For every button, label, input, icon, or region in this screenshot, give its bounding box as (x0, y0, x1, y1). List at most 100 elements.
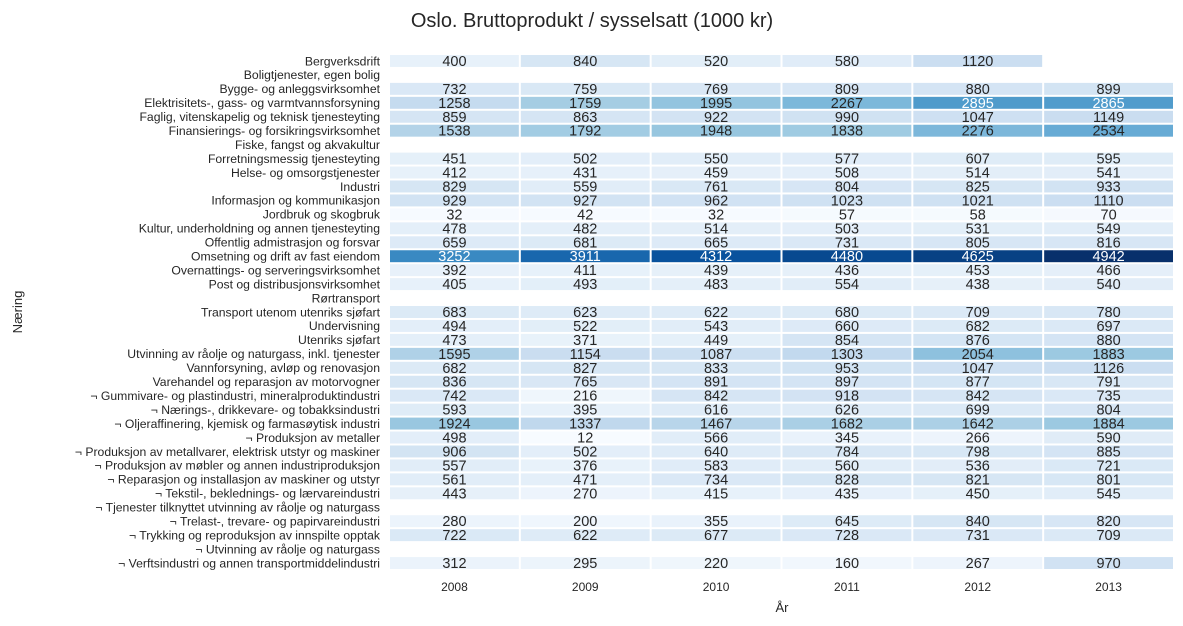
row-label: Overnattings- og serveringsvirksomhet (171, 263, 380, 277)
heatmap-cell (520, 487, 650, 500)
heatmap-cell (782, 180, 912, 193)
heatmap-cell (913, 82, 1043, 95)
cell-value-label: 560 (835, 458, 859, 474)
cell-value-label: 821 (966, 472, 990, 488)
heatmap-cell (913, 222, 1043, 235)
heatmap-cell (390, 431, 519, 444)
heatmap-cell (913, 194, 1043, 207)
heatmap-cell (520, 445, 650, 458)
heatmap-cell (390, 166, 519, 179)
cell-value-label: 1087 (700, 347, 732, 363)
heatmap-cell (1044, 306, 1173, 318)
cell-value-label: 801 (1096, 472, 1120, 488)
cell-value-label: 721 (1096, 458, 1120, 474)
cell-value-label: 842 (966, 389, 990, 405)
heatmap-cell (390, 529, 519, 542)
heatmap-cell (1044, 194, 1173, 207)
heatmap-cell (520, 222, 650, 235)
heatmap-cell (1044, 110, 1173, 123)
cell-value-label: 494 (442, 319, 466, 335)
cell-value-label: 683 (442, 305, 466, 321)
heatmap-cell (1044, 445, 1173, 458)
cell-value-label: 493 (573, 277, 597, 293)
cell-value-label: 1792 (569, 124, 601, 140)
row-label: Utvinning av råolje og naturgass, inkl. … (127, 347, 380, 361)
heatmap-cell (390, 194, 519, 207)
cell-value-label: 1258 (438, 96, 470, 112)
cell-value-label: 728 (835, 528, 859, 544)
heatmap-cell (782, 250, 912, 263)
cell-value-label: 590 (1096, 431, 1120, 447)
cell-value-label: 160 (835, 556, 859, 572)
heatmap-cell (1044, 236, 1173, 249)
heatmap-cell (913, 208, 1043, 221)
heatmap-cell (913, 557, 1043, 569)
cell-value-label: 1337 (569, 417, 601, 433)
cell-value-label: 827 (573, 361, 597, 377)
row-label: Informasjon og kommunikasjon (211, 194, 380, 208)
cell-value-label: 623 (573, 305, 597, 321)
heatmap-cell (913, 515, 1043, 528)
heatmap-cell (782, 417, 912, 430)
x-axis-label: År (776, 600, 790, 615)
heatmap-cell (782, 347, 912, 360)
row-label: Varehandel og reparasjon av motorvogner (153, 375, 380, 389)
heatmap-cell (390, 278, 519, 291)
cell-value-label: 665 (704, 235, 728, 251)
cell-value-label: 270 (573, 486, 597, 502)
heatmap-cell (782, 194, 912, 207)
cell-value-label: 2895 (962, 96, 994, 112)
heatmap-cell (1044, 361, 1173, 374)
heatmap-cell (520, 250, 650, 263)
heatmap-cell (913, 361, 1043, 374)
cell-value-label: 543 (704, 319, 728, 335)
heatmap-cell (520, 417, 650, 430)
cell-value-label: 899 (1096, 82, 1120, 98)
row-label: Boligtjenester, egen bolig (244, 68, 380, 82)
cell-value-label: 1995 (700, 96, 732, 112)
cell-value-label: 1467 (700, 417, 732, 433)
heatmap-cell (390, 487, 519, 500)
heatmap-cell (782, 375, 912, 388)
cell-value-label: 541 (1096, 166, 1120, 182)
heatmap-cell (1044, 529, 1173, 542)
cell-value-label: 4942 (1092, 249, 1124, 265)
cell-value-label: 42 (577, 207, 593, 223)
heatmap-cell (390, 152, 519, 165)
heatmap-cell (390, 82, 519, 95)
heatmap-cell (390, 208, 519, 221)
heatmap-cell (390, 473, 519, 486)
cell-value-label: 345 (835, 431, 859, 447)
heatmap-cell (520, 236, 650, 249)
cell-value-label: 498 (442, 431, 466, 447)
cell-value-label: 2276 (962, 124, 994, 140)
cell-value-label: 828 (835, 472, 859, 488)
row-label: Bygge- og anleggsvirksomhet (219, 82, 380, 96)
cell-value-label: 682 (442, 361, 466, 377)
heatmap-cell (520, 110, 650, 123)
cell-value-label: 677 (704, 528, 728, 544)
heatmap-cell (1044, 515, 1173, 528)
heatmap-cell (520, 180, 650, 193)
cell-value-label: 502 (573, 444, 597, 460)
cell-value-label: 266 (966, 431, 990, 447)
heatmap-cell (520, 557, 650, 569)
cell-value-label: 2054 (962, 347, 994, 363)
heatmap-cell (651, 333, 781, 346)
row-label: ¬ Nærings-, drikkevare- og tobakksindust… (151, 403, 380, 417)
heatmap-cell (913, 529, 1043, 542)
cell-value-label: 780 (1096, 305, 1120, 321)
row-label: Undervisning (309, 319, 380, 333)
row-label: Industri (340, 180, 380, 194)
heatmap-cell (782, 264, 912, 277)
heatmap-cell (782, 208, 912, 221)
cell-value-label: 566 (704, 431, 728, 447)
heatmap-cell (651, 110, 781, 123)
heatmap-cell (520, 515, 650, 528)
heatmap-cell (390, 319, 519, 332)
cell-value-label: 583 (704, 458, 728, 474)
cell-value-label: 681 (573, 235, 597, 251)
row-label: ¬ Produksjon av metallvarer, elektrisk u… (75, 445, 380, 459)
chart-title: Oslo. Bruttoprodukt / sysselsatt (1000 k… (411, 10, 773, 32)
heatmap-cell (1044, 389, 1173, 402)
